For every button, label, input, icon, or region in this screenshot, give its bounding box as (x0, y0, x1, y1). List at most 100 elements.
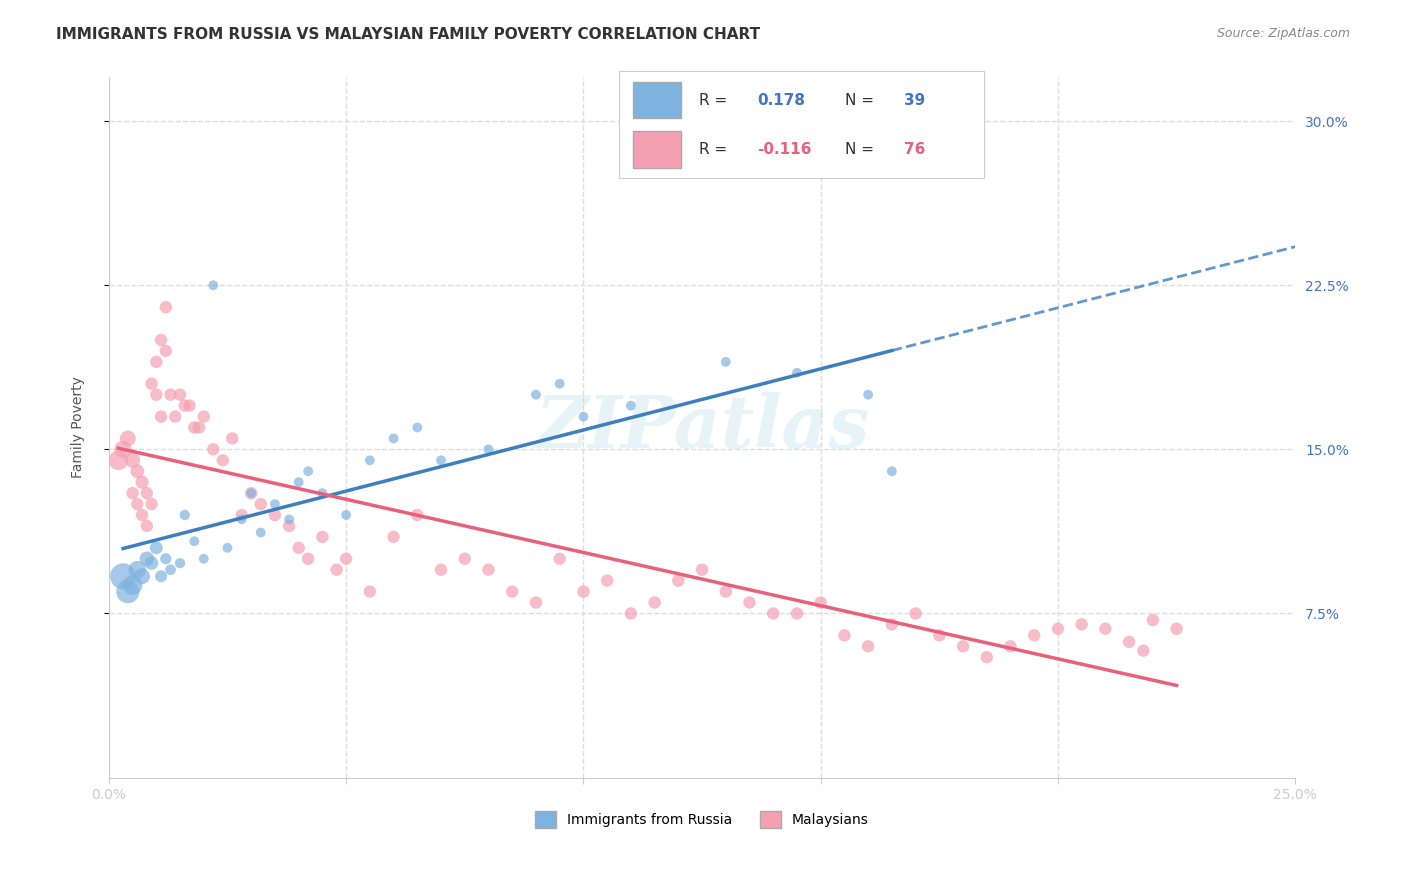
Point (1024, 628, 1046, 642)
Point (169, 556, 191, 570)
Point (240, 486, 263, 500)
Point (810, 595, 832, 609)
Text: N =: N = (845, 142, 879, 157)
Point (231, 508, 253, 522)
Point (335, 508, 357, 522)
Point (406, 420, 429, 434)
Point (738, 595, 761, 609)
Text: 0.178: 0.178 (758, 93, 806, 108)
Point (856, 640, 879, 654)
Point (1142, 613, 1164, 627)
Point (117, 432, 139, 446)
Point (335, 551, 357, 566)
Point (952, 640, 974, 654)
Point (127, 464, 149, 478)
Point (928, 628, 950, 642)
Point (297, 551, 319, 566)
Point (135, 486, 157, 500)
Point (548, 551, 571, 566)
Point (1000, 640, 1022, 654)
Point (179, 399, 201, 413)
Point (249, 497, 271, 511)
Point (145, 541, 167, 555)
Point (264, 497, 287, 511)
Point (155, 343, 177, 358)
FancyBboxPatch shape (633, 131, 681, 168)
Point (131, 508, 153, 522)
Point (572, 584, 595, 599)
Text: N =: N = (845, 93, 879, 108)
Point (834, 628, 856, 642)
Point (430, 453, 453, 467)
Point (211, 453, 233, 467)
Point (131, 569, 153, 583)
Point (311, 486, 333, 500)
Point (644, 595, 666, 609)
Point (217, 541, 239, 555)
Point (183, 420, 205, 434)
Point (1046, 622, 1069, 636)
Point (572, 409, 595, 424)
Point (287, 541, 309, 555)
Point (297, 464, 319, 478)
Point (169, 387, 191, 401)
Point (183, 534, 205, 549)
Point (107, 453, 129, 467)
Point (620, 607, 643, 621)
Point (202, 442, 225, 457)
Point (264, 508, 287, 522)
Point (1070, 617, 1092, 632)
Point (221, 432, 243, 446)
Point (976, 650, 998, 665)
Point (121, 578, 143, 592)
Point (287, 475, 309, 490)
Point (406, 508, 429, 522)
Point (620, 399, 643, 413)
Point (131, 475, 153, 490)
Text: -0.116: -0.116 (758, 142, 811, 157)
Point (1132, 643, 1154, 657)
Point (135, 519, 157, 533)
Text: IMMIGRANTS FROM RUSSIA VS MALAYSIAN FAMILY POVERTY CORRELATION CHART: IMMIGRANTS FROM RUSSIA VS MALAYSIAN FAMI… (56, 27, 761, 42)
Point (150, 569, 173, 583)
Point (173, 399, 195, 413)
Point (145, 387, 167, 401)
Point (193, 551, 215, 566)
Point (786, 607, 808, 621)
Y-axis label: Family Poverty: Family Poverty (72, 376, 86, 478)
Point (359, 584, 381, 599)
Point (548, 376, 571, 391)
Point (155, 551, 177, 566)
Point (382, 530, 405, 544)
Point (1094, 622, 1116, 636)
Point (359, 453, 381, 467)
Point (145, 355, 167, 369)
Point (141, 376, 163, 391)
FancyBboxPatch shape (633, 82, 681, 119)
Point (904, 607, 927, 621)
Point (880, 464, 903, 478)
Legend: Immigrants from Russia, Malaysians: Immigrants from Russia, Malaysians (530, 805, 875, 834)
Point (856, 387, 879, 401)
Text: R =: R = (699, 93, 733, 108)
Point (325, 563, 347, 577)
Point (127, 563, 149, 577)
Point (786, 366, 808, 380)
Point (240, 486, 263, 500)
Point (382, 432, 405, 446)
Point (311, 530, 333, 544)
Point (1166, 622, 1188, 636)
Point (666, 574, 689, 588)
Point (278, 519, 301, 533)
Text: Source: ZipAtlas.com: Source: ZipAtlas.com (1216, 27, 1350, 40)
Point (112, 442, 135, 457)
Point (159, 387, 181, 401)
Point (231, 512, 253, 526)
Point (121, 453, 143, 467)
Point (880, 617, 903, 632)
Point (430, 563, 453, 577)
Point (524, 387, 547, 401)
Text: ZIPatlas: ZIPatlas (534, 392, 869, 463)
Point (117, 584, 139, 599)
Text: 39: 39 (904, 93, 925, 108)
